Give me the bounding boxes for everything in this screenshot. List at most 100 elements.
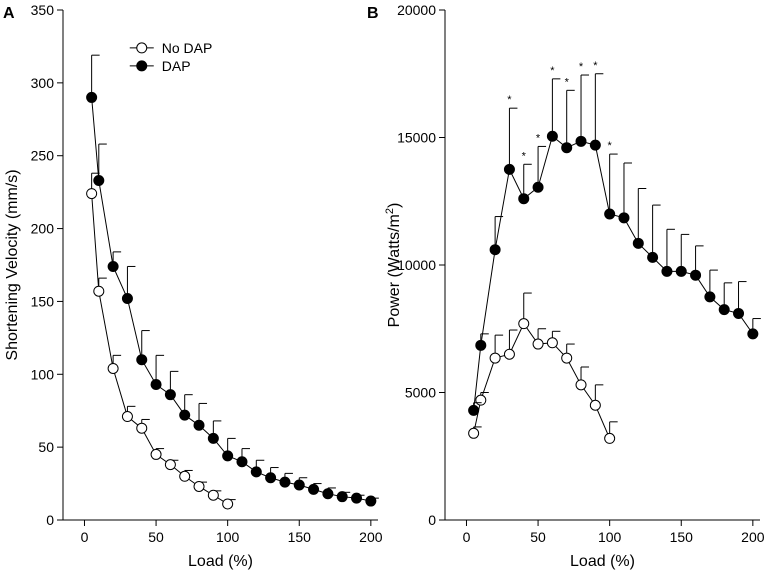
panel-b-x-axis-title: Load (%) bbox=[570, 553, 635, 570]
panel-a-x-axis-title: Load (%) bbox=[188, 553, 253, 570]
panel-a-y-tick-label: 300 bbox=[31, 75, 55, 91]
panel-a-dap-point bbox=[193, 419, 205, 431]
panel-a-y-tick-label: 0 bbox=[46, 512, 54, 528]
panel-a-no-dap-series bbox=[86, 172, 236, 510]
panel-b-y-tick-label: 15000 bbox=[397, 130, 436, 146]
panel-a-dap-point bbox=[136, 354, 148, 366]
panel-b-no-dap-point bbox=[589, 399, 601, 411]
panel-a-no-dap-point bbox=[121, 411, 133, 423]
panel-b-dap-point bbox=[546, 130, 558, 142]
panel-b-dap-series: * * * * * * * * bbox=[468, 60, 761, 416]
panel-b-no-dap-point bbox=[475, 394, 487, 406]
panel-a-x-tick-label: 50 bbox=[148, 529, 164, 545]
panel-b-dap-point bbox=[632, 237, 644, 249]
panel-a-velocity-chart: A 0 50 100 150 200 250 300 350 0 50 100 150 200 Load… bbox=[3, 2, 383, 570]
legend-marker-dap bbox=[136, 60, 148, 72]
legend-label-no-dap: No DAP bbox=[162, 40, 213, 56]
panel-a-y-tick-label: 50 bbox=[38, 439, 54, 455]
panel-b-dap-line bbox=[473, 135, 754, 411]
panel-b-y-tick-label: 10000 bbox=[397, 257, 436, 273]
panel-b-x-tick-label: 100 bbox=[598, 529, 622, 545]
panel-b-ticks: 0 5000 10000 15000 20000 0 50 100 150 200 bbox=[397, 2, 765, 545]
panel-a-y-axis-title: Shortening Velocity (mm/s) bbox=[4, 169, 21, 360]
panel-b-axes bbox=[444, 10, 760, 521]
panel-a-y-tick-label: 250 bbox=[31, 148, 55, 164]
panel-b-no-dap-point bbox=[604, 432, 616, 444]
panel-a-no-dap-point bbox=[179, 470, 191, 482]
panel-b-dap-point bbox=[647, 251, 659, 263]
panel-a-dap-point bbox=[351, 492, 363, 504]
panel-b-dap-point bbox=[503, 163, 515, 175]
panel-b-y-axis-title: Power (Watts/m2) bbox=[384, 203, 403, 328]
panel-b-dap-point bbox=[690, 269, 702, 281]
panel-b-dap-point bbox=[604, 208, 616, 220]
panel-a-no-dap-point bbox=[86, 188, 98, 200]
panel-b-no-dap-point bbox=[546, 337, 558, 349]
panel-b-dap-significance-star: * bbox=[565, 76, 570, 88]
panel-b-dap-point bbox=[575, 135, 587, 147]
panel-a-dap-point bbox=[336, 491, 348, 503]
panel-b-power-chart: B 0 5000 10000 15000 20000 0 50 100 150 200 Load … bbox=[367, 2, 765, 570]
panel-b-dap-significance-star: * bbox=[608, 140, 613, 152]
panel-b-dap-point bbox=[675, 265, 687, 277]
panel-b-dap-significance-star: * bbox=[536, 132, 541, 144]
panel-b-x-tick-label: 150 bbox=[670, 529, 694, 545]
panel-a-dap-point bbox=[86, 91, 98, 103]
panel-b-y-tick-label: 0 bbox=[428, 512, 436, 528]
panel-a-dap-point bbox=[207, 432, 219, 444]
panel-a-no-dap-point bbox=[207, 489, 219, 501]
panel-a-dap-point bbox=[236, 456, 248, 468]
panel-a-dap-point bbox=[121, 293, 133, 305]
panel-b-y-tick-label: 20000 bbox=[397, 2, 436, 18]
panel-a-no-dap-point bbox=[107, 362, 119, 374]
panel-a-no-dap-point bbox=[222, 498, 234, 510]
panel-b-dap-point bbox=[704, 291, 716, 303]
panel-b-no-dap-point bbox=[561, 352, 573, 364]
panel-a-x-tick-label: 100 bbox=[216, 529, 240, 545]
panel-b-no-dap-point bbox=[575, 379, 587, 391]
panel-b-letter: B bbox=[367, 5, 379, 22]
panel-a-y-tick-label: 100 bbox=[31, 366, 55, 382]
panel-b-dap-point bbox=[747, 328, 759, 340]
panel-b-x-tick-label: 0 bbox=[463, 529, 471, 545]
panel-b-dap-point bbox=[532, 181, 544, 193]
legend-label-dap: DAP bbox=[162, 58, 191, 74]
panel-b-series: * * * * * * * * bbox=[468, 60, 761, 444]
panel-a-x-tick-label: 0 bbox=[81, 529, 89, 545]
panel-b-no-dap-point bbox=[532, 338, 544, 350]
panel-b-dap-point bbox=[618, 212, 630, 224]
panel-b-dap-significance-star: * bbox=[593, 60, 598, 72]
panel-a-no-dap-point bbox=[164, 459, 176, 471]
panel-a-dap-point bbox=[250, 466, 262, 478]
legend-marker-no-dap bbox=[136, 42, 148, 54]
panel-a-dap-point bbox=[265, 472, 277, 484]
panel-b-no-dap-point bbox=[468, 427, 480, 439]
panel-b-no-dap-point bbox=[489, 352, 501, 364]
panel-b-y-axis-title-main: Power (Watts/m bbox=[386, 214, 403, 327]
panel-b-dap-significance-star: * bbox=[579, 61, 584, 73]
panel-a-letter: A bbox=[3, 5, 15, 22]
panel-a-dap-point bbox=[150, 378, 162, 390]
panel-b-dap-point bbox=[475, 339, 487, 351]
panel-b-dap-point bbox=[561, 142, 573, 154]
panel-a-dap-point bbox=[179, 409, 191, 421]
panel-b-dap-significance-star: * bbox=[550, 65, 555, 77]
panel-b-no-dap-point bbox=[503, 348, 515, 360]
panel-b-dap-point bbox=[718, 304, 730, 316]
panel-a-dap-point bbox=[308, 483, 320, 495]
panel-a-dap-line bbox=[91, 97, 371, 502]
panel-a-no-dap-point bbox=[150, 448, 162, 460]
panel-b-no-dap-point bbox=[518, 318, 530, 330]
panel-b-y-axis-title-close: ) bbox=[386, 203, 403, 208]
panel-a-y-tick-label: 150 bbox=[31, 293, 55, 309]
panel-b-y-axis-title-superscript: 2 bbox=[384, 208, 396, 214]
panel-b-dap-point bbox=[468, 404, 480, 416]
panel-a-series bbox=[86, 54, 379, 510]
panel-b-dap-point bbox=[733, 307, 745, 319]
panel-a-axes bbox=[62, 10, 378, 521]
panel-a-y-tick-label: 350 bbox=[31, 2, 55, 18]
panel-a-dap-point bbox=[322, 488, 334, 500]
panel-a-dap-point bbox=[107, 260, 119, 272]
panel-b-x-tick-label: 50 bbox=[530, 529, 546, 545]
